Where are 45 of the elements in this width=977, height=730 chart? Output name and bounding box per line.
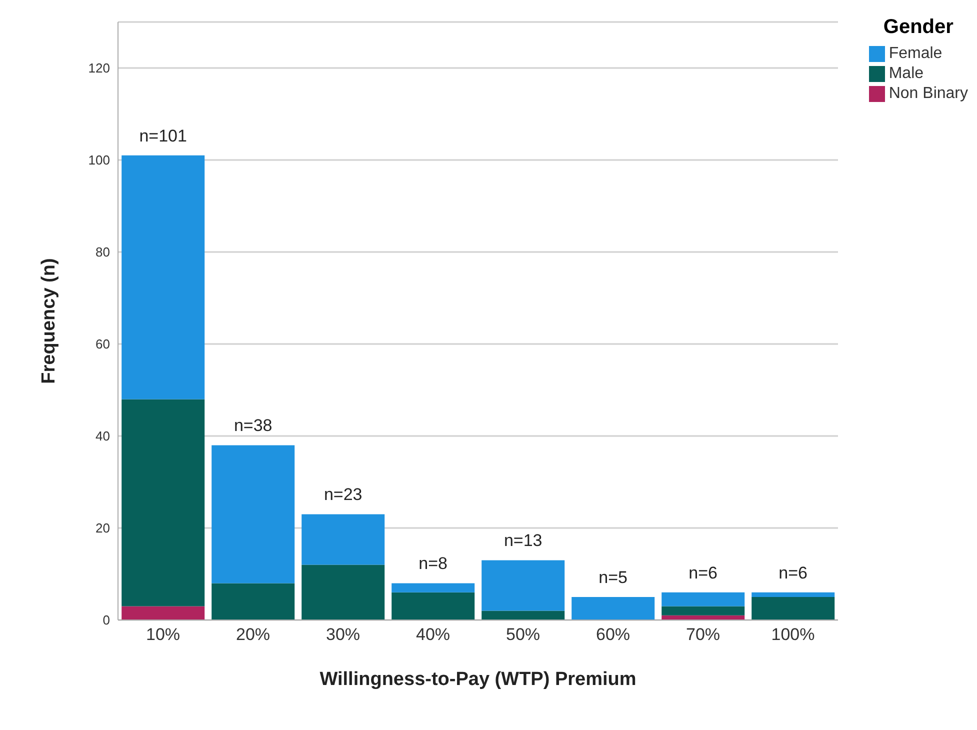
total-label: n=23 — [324, 485, 362, 504]
legend-title: Gender — [882, 16, 954, 39]
bar — [572, 597, 655, 620]
total-label: n=38 — [234, 416, 272, 436]
bar — [482, 610, 565, 620]
bar — [482, 560, 565, 611]
y-axis-title: Frequency (n) — [38, 258, 60, 384]
bar — [392, 592, 475, 620]
x-tick-label: 20% — [236, 625, 270, 644]
bar — [302, 514, 385, 565]
y-tick-label: 80 — [96, 244, 110, 260]
legend-label: Male — [888, 65, 924, 83]
total-label: n=8 — [418, 554, 448, 574]
bar — [662, 606, 745, 616]
bar — [752, 592, 835, 597]
bar — [392, 583, 475, 592]
total-label: n=5 — [598, 568, 628, 587]
bar — [122, 399, 205, 606]
bar — [212, 583, 295, 620]
legend-label: Female — [888, 45, 942, 63]
y-tick-label: 40 — [96, 428, 110, 444]
bar — [122, 606, 205, 620]
x-axis-title: Willingness-to-Pay (WTP) Premium — [320, 669, 636, 690]
x-tick-label: 60% — [596, 625, 630, 644]
total-label: n=101 — [139, 126, 187, 146]
y-tick-label: 20 — [96, 520, 110, 536]
total-label: n=6 — [688, 563, 718, 582]
x-tick-label: 50% — [506, 625, 540, 644]
y-tick-label: 120 — [88, 60, 110, 76]
x-tick-label: 70% — [686, 625, 720, 644]
legend-label: Non Binary — [888, 85, 968, 103]
x-tick-label: 30% — [326, 625, 360, 644]
x-tick-label: 100% — [771, 625, 815, 644]
bar — [662, 592, 745, 606]
y-tick-label: 100 — [88, 152, 110, 168]
bar — [212, 445, 295, 584]
y-tick-label: 60 — [96, 336, 110, 352]
x-tick-label: 10% — [146, 625, 180, 644]
bar — [302, 564, 385, 620]
total-label: n=6 — [778, 563, 808, 582]
bar — [752, 597, 835, 620]
x-tick-label: 40% — [416, 625, 450, 644]
y-tick-label: 0 — [102, 612, 110, 628]
bar — [122, 155, 205, 400]
total-label: n=13 — [504, 531, 542, 550]
